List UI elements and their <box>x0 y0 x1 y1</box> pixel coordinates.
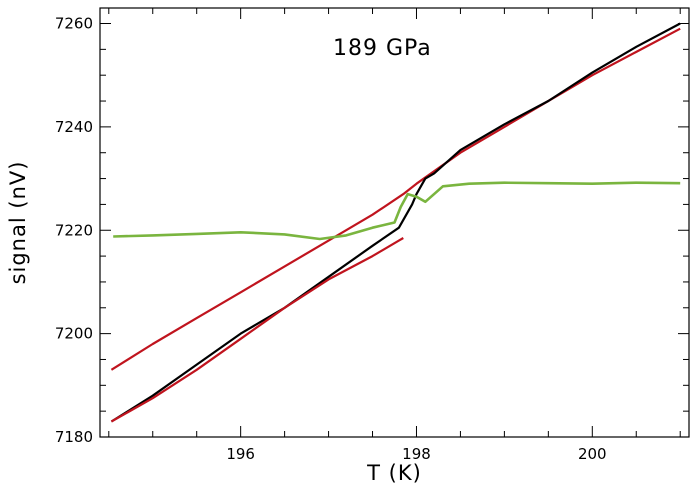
series-line-red-2 <box>110 237 404 423</box>
chart-annotation: 189 GPa <box>333 36 432 61</box>
y-tick-label: 7200 <box>55 325 93 343</box>
x-tick-label: 196 <box>226 445 255 463</box>
series-layer <box>110 22 681 423</box>
x-axis-label: T (K) <box>366 461 422 485</box>
x-tick-label: 198 <box>402 445 431 463</box>
series-line-green-3 <box>113 181 681 241</box>
ticks-layer <box>100 8 689 438</box>
y-tick-label: 7180 <box>55 428 93 446</box>
y-tick-label: 7260 <box>55 15 93 33</box>
series-line-black-1 <box>110 22 681 423</box>
plot-frame <box>99 7 690 438</box>
y-tick-label: 7240 <box>55 118 93 136</box>
labels-layer: 196 198 200 7180 7200 7220 7240 7260 <box>55 15 607 463</box>
y-axis-label: signal (nV) <box>6 161 30 285</box>
x-tick-label: 200 <box>578 445 607 463</box>
series-line-red-0 <box>110 27 681 371</box>
y-tick-label: 7220 <box>55 221 93 239</box>
